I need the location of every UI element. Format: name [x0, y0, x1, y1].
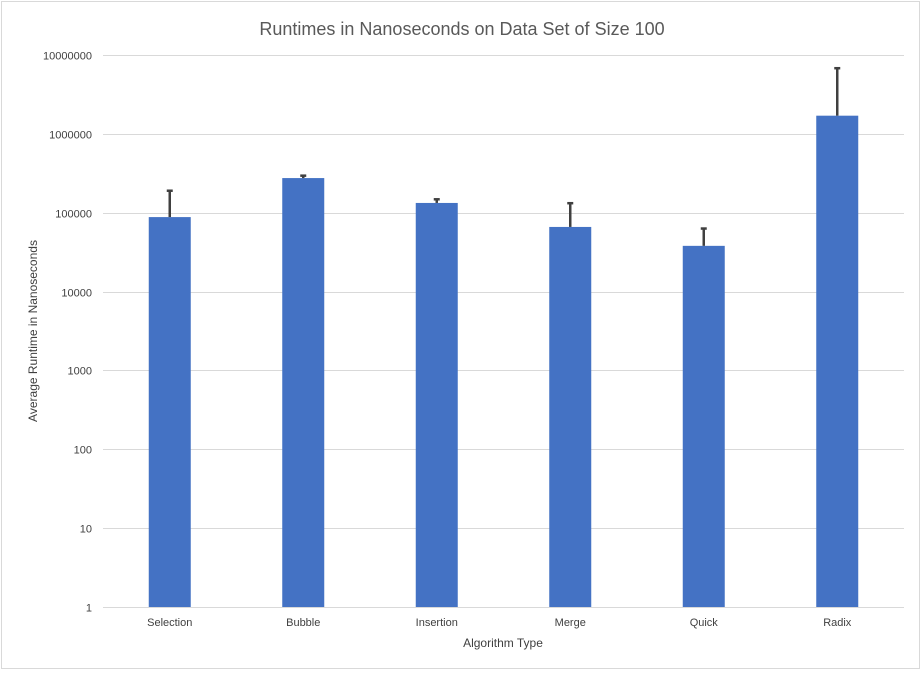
bar-quick — [682, 245, 725, 607]
x-tick-label: Selection — [147, 617, 192, 629]
y-tick-label: 1 — [86, 603, 92, 615]
y-tick-label: 10 — [80, 524, 92, 536]
bar-radix — [816, 115, 859, 607]
y-axis-label: Average Runtime in Nanoseconds — [26, 240, 40, 422]
gridlines — [103, 55, 904, 608]
y-tick-label: 10000000 — [43, 51, 92, 63]
bar-insertion — [415, 202, 458, 607]
x-tick-label: Merge — [555, 617, 586, 629]
y-tick-label: 100 — [74, 445, 92, 457]
chart-title: Runtimes in Nanoseconds on Data Set of S… — [259, 19, 664, 39]
x-tick-label: Insertion — [416, 617, 458, 629]
bars — [148, 115, 859, 608]
y-tick-label: 10000 — [61, 288, 92, 300]
x-tick-label: Bubble — [286, 617, 320, 629]
x-axis-label: Algorithm Type — [463, 636, 543, 650]
y-axis-ticks: 1 10 100 1000 10000 100000 1000000 10000000 — [43, 51, 92, 615]
y-tick-label: 1000000 — [49, 130, 92, 142]
bar-selection — [148, 217, 191, 607]
x-tick-label: Radix — [823, 617, 852, 629]
x-axis-ticks: Selection Bubble Insertion Merge Quick Radix — [147, 617, 852, 629]
y-tick-label: 100000 — [55, 209, 92, 221]
bar-merge — [549, 226, 592, 608]
y-tick-label: 1000 — [68, 366, 92, 378]
error-bars — [166, 66, 841, 246]
bar-bubble — [282, 178, 325, 607]
x-tick-label: Quick — [690, 617, 719, 629]
